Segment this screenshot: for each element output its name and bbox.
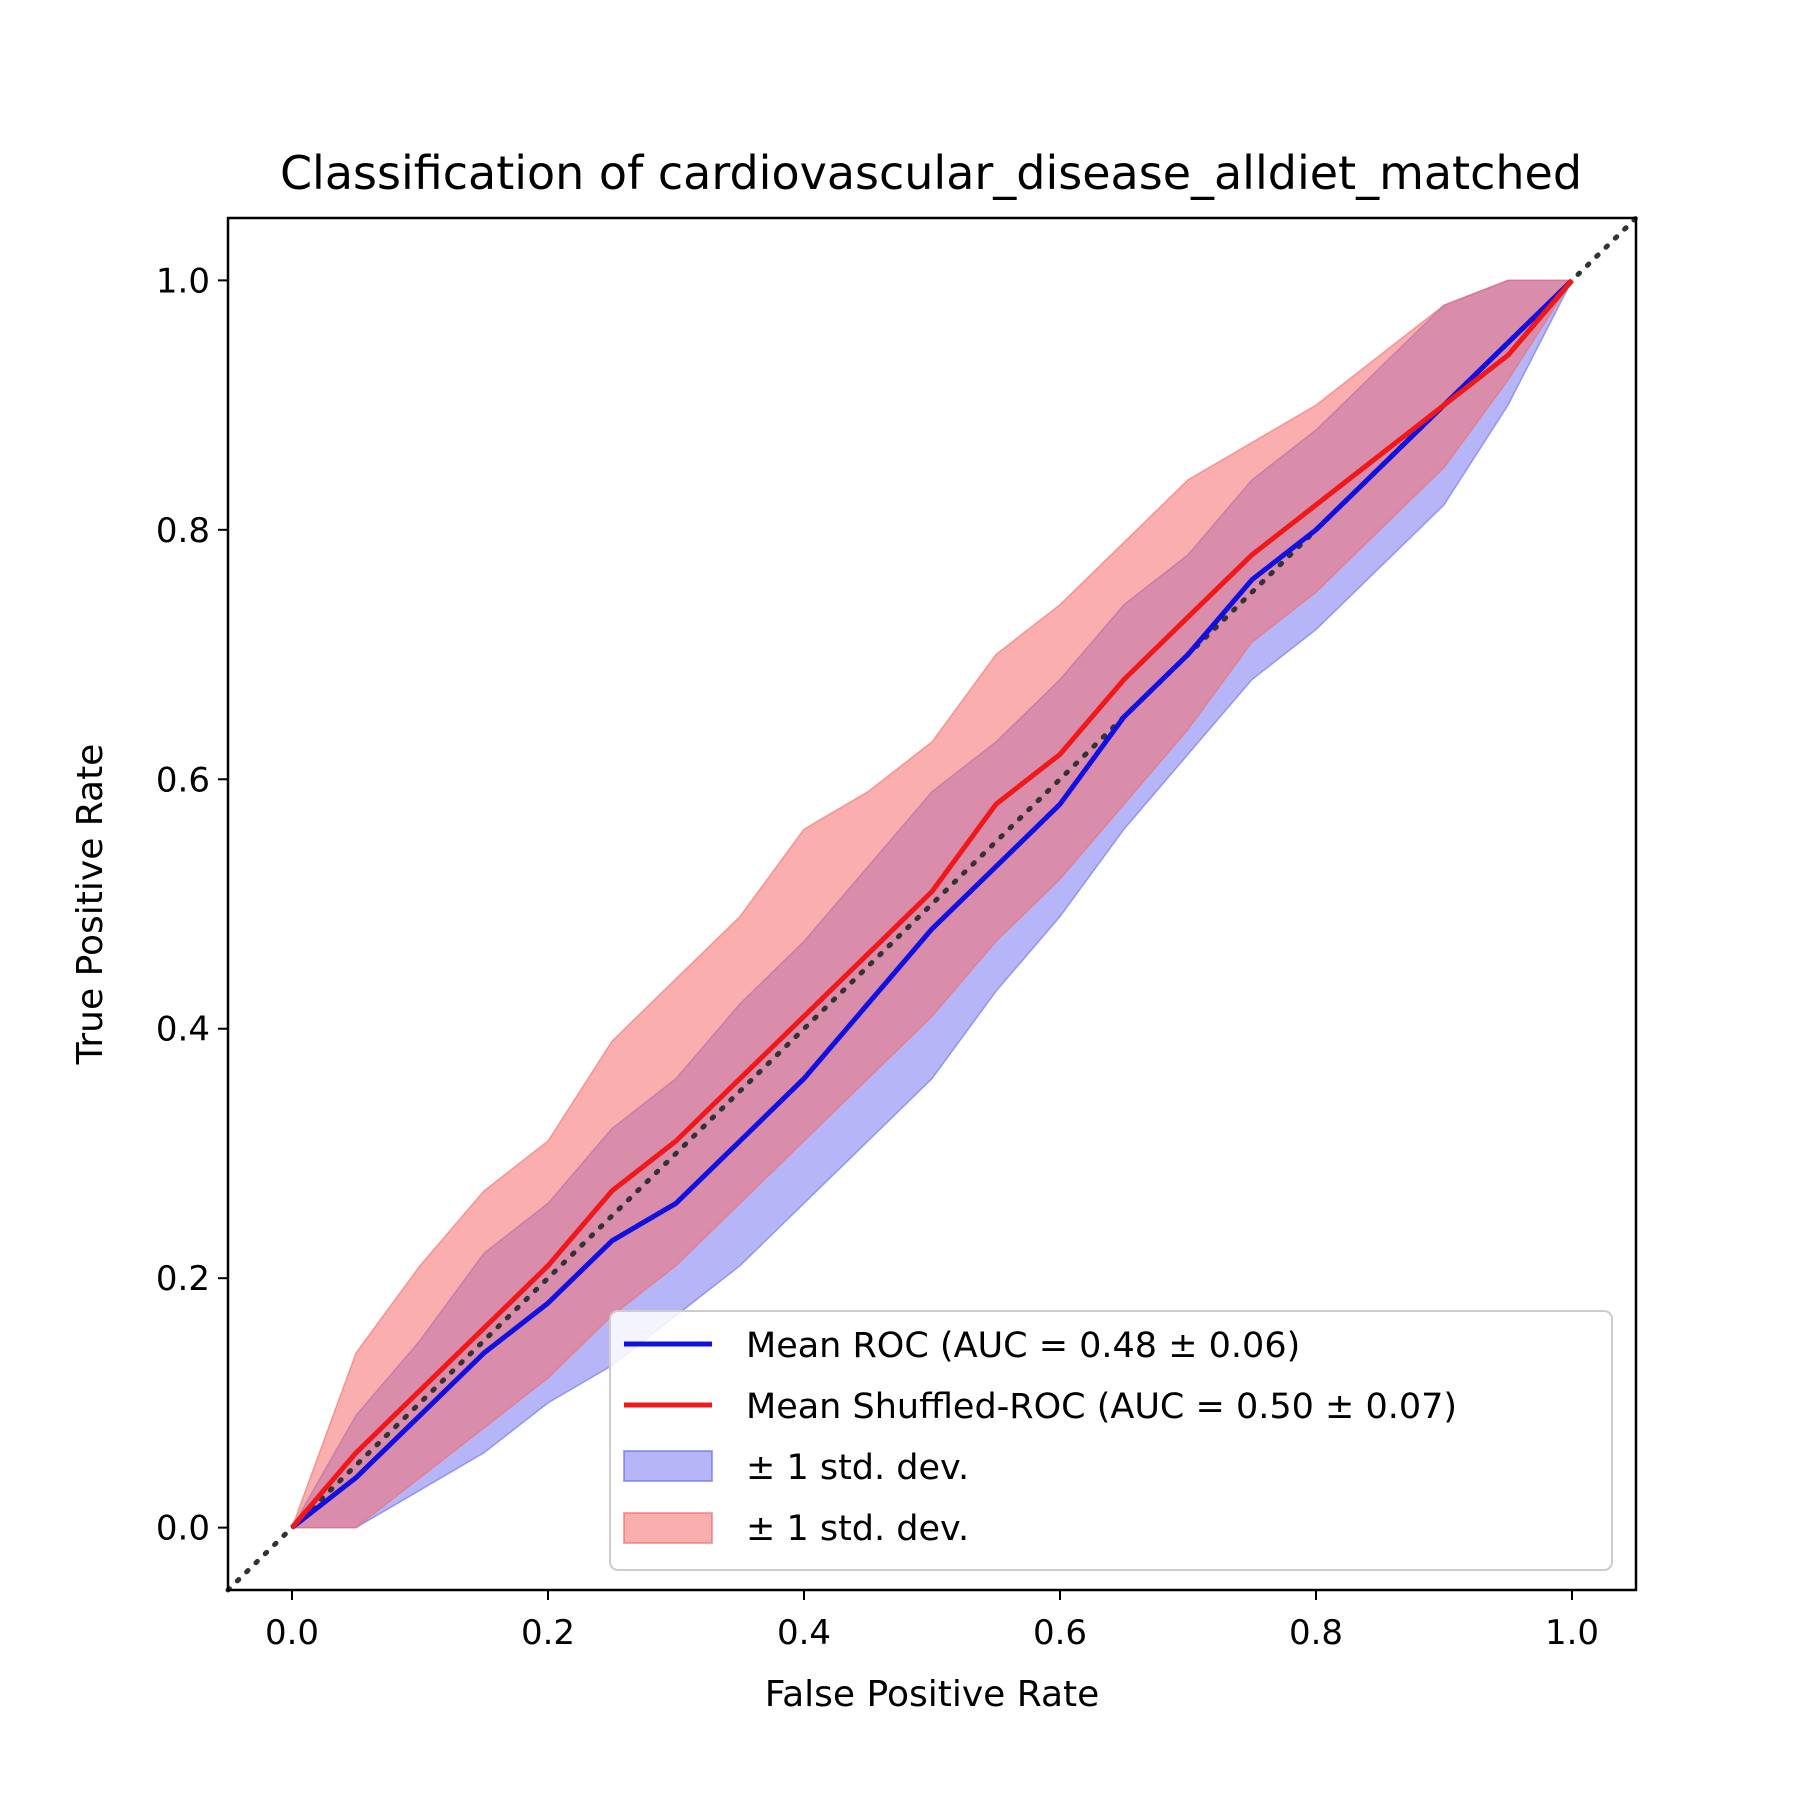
y-axis-label: True Positive Rate — [70, 744, 111, 1066]
legend: Mean ROC (AUC = 0.48 ± 0.06) Mean Shuffl… — [610, 1311, 1612, 1570]
legend-label-mean-shuffled-roc: Mean Shuffled-ROC (AUC = 0.50 ± 0.07) — [746, 1387, 1457, 1427]
x-tick-label: 0.4 — [777, 1613, 831, 1653]
legend-swatch-roc-band — [624, 1451, 712, 1481]
y-tick-label: 0.8 — [156, 511, 210, 551]
y-axis-ticks: 0.0 0.2 0.4 0.6 0.8 1.0 — [156, 261, 228, 1548]
x-axis-ticks: 0.0 0.2 0.4 0.6 0.8 1.0 — [265, 1590, 1599, 1653]
y-tick-label: 0.6 — [156, 760, 210, 800]
legend-label-mean-roc: Mean ROC (AUC = 0.48 ± 0.06) — [746, 1326, 1300, 1366]
x-tick-label: 0.0 — [265, 1613, 319, 1653]
x-tick-label: 0.2 — [521, 1613, 575, 1653]
legend-label-roc-band: ± 1 std. dev. — [746, 1448, 969, 1488]
x-tick-label: 0.6 — [1033, 1613, 1087, 1653]
x-tick-label: 1.0 — [1545, 1613, 1599, 1653]
legend-label-shuffled-band: ± 1 std. dev. — [746, 1509, 969, 1549]
y-tick-label: 0.4 — [156, 1010, 210, 1050]
y-tick-label: 0.2 — [156, 1259, 210, 1299]
y-tick-label: 1.0 — [156, 261, 210, 301]
chart-title: Classification of cardiovascular_disease… — [280, 146, 1582, 200]
x-axis-label: False Positive Rate — [765, 1674, 1100, 1715]
y-tick-label: 0.0 — [156, 1509, 210, 1549]
legend-swatch-shuffled-band — [624, 1513, 712, 1543]
x-tick-label: 0.8 — [1289, 1613, 1343, 1653]
